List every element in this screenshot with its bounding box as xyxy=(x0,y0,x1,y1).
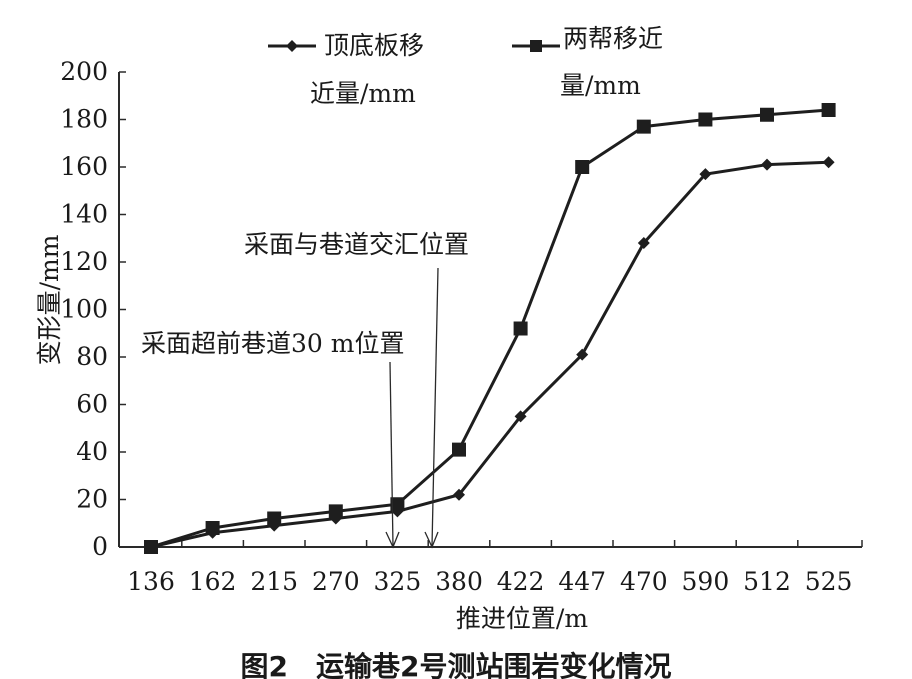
data-point-square xyxy=(390,497,405,512)
x-tick-label: 270 xyxy=(312,567,360,596)
data-point-diamond xyxy=(576,348,589,361)
legend-item-sides: 两帮移近 量/mm xyxy=(512,24,663,100)
data-point-square xyxy=(144,540,158,554)
y-tick-label: 160 xyxy=(60,152,108,181)
annotation-advance: 采面超前巷道30 m位置 xyxy=(141,329,404,549)
y-tick-label: 180 xyxy=(60,105,108,134)
y-tick-label: 60 xyxy=(76,390,108,419)
x-tick-label: 512 xyxy=(743,567,791,596)
annotation-intersection-arrowhead xyxy=(424,531,439,549)
data-point-square xyxy=(267,511,282,526)
data-point-diamond xyxy=(822,156,835,169)
legend-label-sides-line2: 量/mm xyxy=(560,71,641,100)
annotation-advance-text: 采面超前巷道30 m位置 xyxy=(141,329,404,358)
legend-marker-diamond xyxy=(286,40,298,52)
y-tick-label: 100 xyxy=(60,295,108,324)
figure-caption: 图2 运输巷2号测站围岩变化情况 xyxy=(241,650,672,679)
x-tick-label: 380 xyxy=(435,567,483,596)
x-tick-label: 136 xyxy=(127,567,175,596)
annotation-intersection-text: 采面与巷道交汇位置 xyxy=(244,230,469,259)
legend-label-sides-line1: 两帮移近 xyxy=(563,24,663,53)
data-point-diamond xyxy=(761,158,773,171)
series-square xyxy=(144,103,836,554)
data-point-square xyxy=(328,504,343,519)
x-tick-label: 447 xyxy=(558,567,606,596)
series-line xyxy=(150,160,829,549)
data-point-diamond xyxy=(699,168,712,181)
data-point-diamond xyxy=(514,410,527,423)
annotation-intersection: 采面与巷道交汇位置 xyxy=(244,230,469,549)
legend-item-roof-floor: 顶底板移 近量/mm xyxy=(268,31,424,108)
y-tick-label: 20 xyxy=(76,485,108,514)
data-point-square xyxy=(205,521,220,535)
y-tick-label: 140 xyxy=(60,200,108,229)
data-point-diamond xyxy=(453,488,465,501)
x-tick-label: 525 xyxy=(805,567,853,596)
annotation-advance-arrow xyxy=(389,361,394,547)
y-tick-label: 120 xyxy=(60,247,108,276)
legend-marker-square xyxy=(530,40,542,52)
y-tick-label: 0 xyxy=(92,532,108,561)
series-layer xyxy=(144,103,836,554)
y-tick-label: 200 xyxy=(60,57,108,86)
data-point-diamond xyxy=(637,237,650,249)
series-diamond xyxy=(145,156,835,553)
y-tick-label: 80 xyxy=(76,342,108,371)
axes xyxy=(118,72,862,548)
x-tick-label: 422 xyxy=(497,567,545,596)
data-point-square xyxy=(760,107,774,122)
annotation-intersection-arrow xyxy=(431,267,439,547)
legend-label-roof-floor-line2: 近量/mm xyxy=(310,79,416,108)
data-point-square xyxy=(636,119,651,134)
x-tick-label: 325 xyxy=(374,567,422,596)
x-tick-label: 215 xyxy=(250,567,298,596)
y-tick-label: 40 xyxy=(76,437,108,466)
x-axis-label: 推进位置/m xyxy=(456,604,588,633)
annotation-advance-arrowhead xyxy=(385,531,400,549)
data-point-square xyxy=(513,321,528,336)
x-ticks: 136 162 215 270 325 380 422 447 470 590 512 525 xyxy=(127,540,863,596)
series-line xyxy=(150,108,829,549)
y-axis-label: 变形量/mm xyxy=(35,234,64,365)
legend-label-roof-floor-line1: 顶底板移 xyxy=(324,31,424,60)
x-tick-label: 162 xyxy=(189,567,237,596)
data-point-square xyxy=(575,160,590,174)
data-point-square xyxy=(698,112,713,127)
y-ticks: 0 20 40 60 80 100 120 140 160 180 200 xyxy=(60,57,126,561)
data-point-square xyxy=(452,442,466,457)
x-tick-label: 470 xyxy=(620,567,668,596)
data-point-square xyxy=(821,103,836,117)
legend: 顶底板移 近量/mm 两帮移近 量/mm xyxy=(268,24,663,108)
x-tick-label: 590 xyxy=(682,567,730,596)
